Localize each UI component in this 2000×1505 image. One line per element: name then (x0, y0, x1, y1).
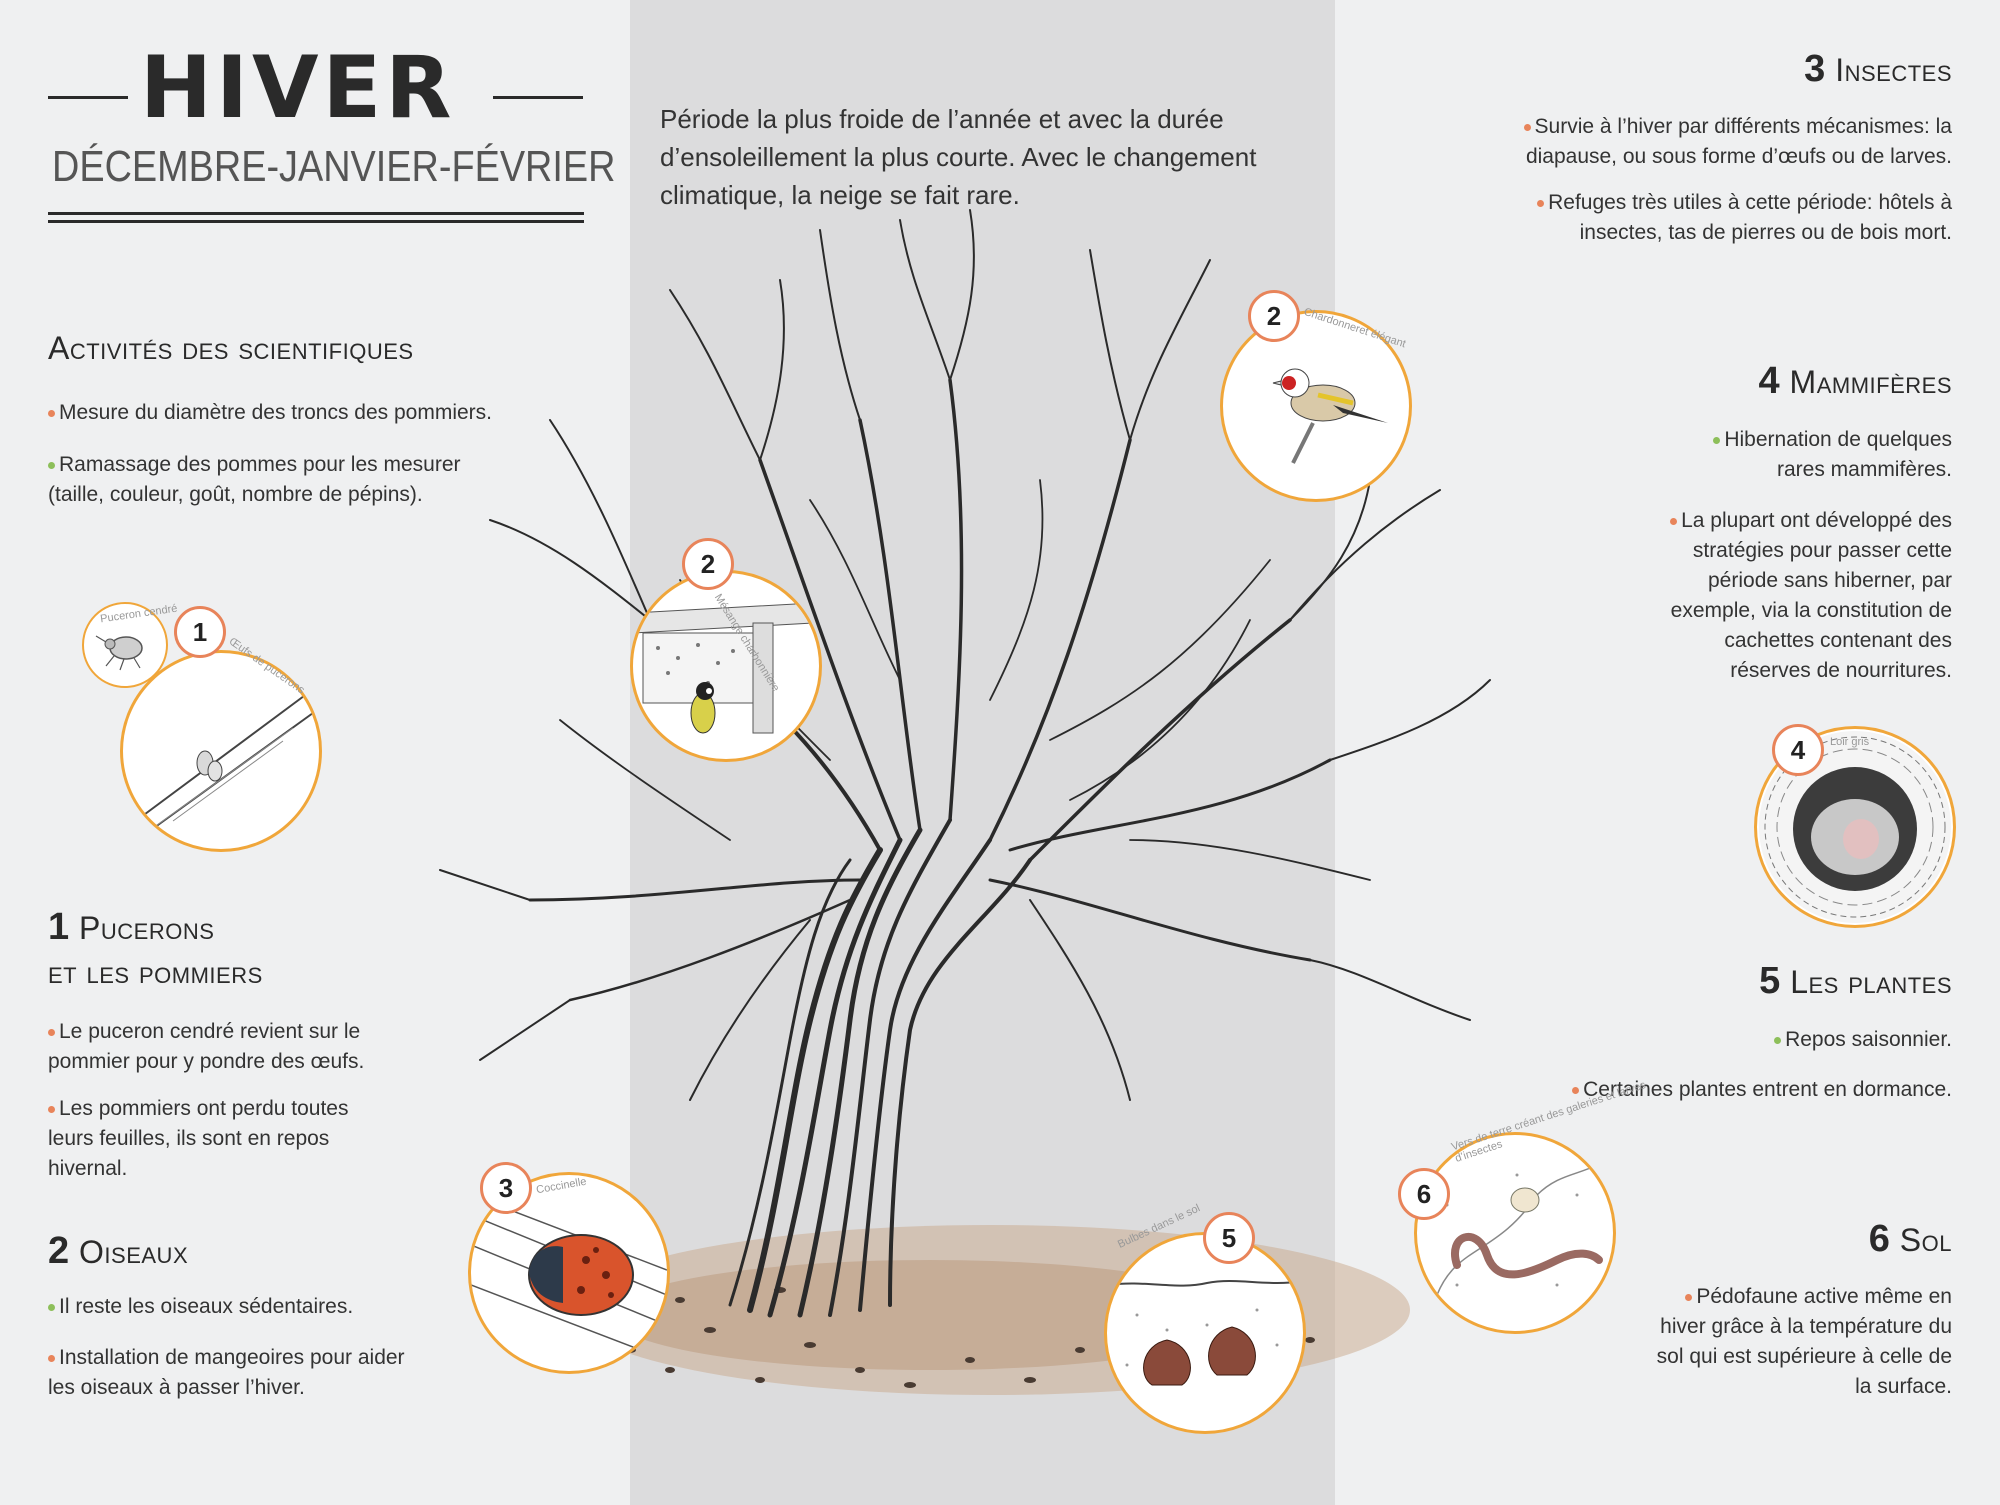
heading-sol: 6 Sol (1869, 1218, 1952, 1261)
badge-3: 3 (480, 1162, 532, 1214)
branch-with-eggs-icon (132, 692, 314, 844)
heading-pucerons-text-2: et les pommiers (48, 954, 263, 990)
plantes-item-1-text: Repos saisonnier. (1785, 1028, 1952, 1051)
pucerons-item-2-text: Les pommiers ont perdu toutes leurs feui… (48, 1097, 349, 1180)
bullet-dot (48, 461, 55, 469)
title-rule-right (493, 96, 583, 99)
vignette-mesange (630, 570, 822, 762)
plantes-item-2-text: Certaines plantes entrent en dormance. (1583, 1078, 1952, 1101)
bullet-dot (48, 409, 55, 417)
page-title: HIVER (140, 38, 456, 138)
badge-1: 1 (174, 606, 226, 658)
ladybug-icon (471, 1194, 667, 1361)
sol-item-1: Pédofaune active même en hiver grâce à l… (1642, 1282, 1952, 1402)
heading-oiseaux: 2 Oiseaux (48, 1230, 188, 1273)
heading-sol-text: Sol (1899, 1222, 1952, 1258)
bullet-dot (1774, 1036, 1782, 1044)
insectes-item-2: Refuges très utiles à cette période: hôt… (1532, 188, 1952, 248)
heading-number: 2 (48, 1230, 70, 1272)
heading-pucerons-text-1: Pucerons (79, 910, 215, 946)
heading-number: 1 (48, 906, 70, 948)
plantes-item-1: Repos saisonnier. (1652, 1025, 1952, 1055)
heading-number: 4 (1758, 360, 1781, 402)
insectes-item-1: Survie à l’hiver par différents mécanism… (1512, 112, 1952, 172)
heading-mammiferes: 4 Mammifères (1759, 360, 1952, 403)
activites-item-1: Mesure du diamètre des troncs des pommie… (48, 398, 548, 428)
heading-activites: Activités des scientifiques (48, 330, 414, 367)
pucerons-item-2: Les pommiers ont perdu toutes leurs feui… (48, 1094, 388, 1184)
bullet-dot (48, 1028, 55, 1036)
double-rule (48, 212, 584, 223)
oiseaux-item-1: Il reste les oiseaux sédentaires. (48, 1292, 448, 1322)
bullet-dot (1685, 1293, 1693, 1301)
goldfinch-icon (1272, 368, 1388, 464)
vignette-bulbes (1104, 1232, 1306, 1434)
bullet-dot (48, 1105, 55, 1113)
heading-insectes-text: Insectes (1835, 52, 1952, 88)
activites-item-2: Ramassage des pommes pour les mesurer (t… (48, 450, 508, 510)
bullet-dot (1713, 436, 1721, 444)
bird-feeder-icon (633, 602, 814, 734)
activites-item-2-text: Ramassage des pommes pour les mesurer (t… (48, 453, 461, 506)
heading-number: 5 (1759, 960, 1781, 1002)
title-rule-left (48, 96, 128, 99)
earthworm-icon (1436, 1164, 1603, 1296)
bullet-dot (1670, 517, 1678, 525)
heading-number: 6 (1868, 1218, 1891, 1260)
badge-2a: 2 (682, 538, 734, 590)
bullet-dot (1523, 123, 1531, 131)
heading-pucerons: 1 Pucerons et les pommiers (48, 905, 263, 994)
bullet-dot (48, 1303, 55, 1311)
mammiferes-item-1-text: Hibernation de quelques rares mammifères… (1724, 428, 1952, 481)
mammiferes-item-2-text: La plupart ont développé des stratégies … (1670, 509, 1952, 682)
heading-mammiferes-text: Mammifères (1789, 364, 1952, 400)
pucerons-item-1-text: Le puceron cendré revient sur le pommier… (48, 1020, 365, 1073)
bulbs-icon (1107, 1280, 1303, 1386)
vignette-sol (1414, 1132, 1616, 1334)
season-months: DÉCEMBRE-JANVIER-FÉVRIER (52, 142, 616, 191)
vignette-oeufs-pucerons (120, 650, 322, 852)
oiseaux-item-2: Installation de mangeoires pour aider le… (48, 1343, 408, 1403)
bullet-dot (48, 1354, 55, 1362)
heading-activites-text: Activités des scientifiques (48, 330, 414, 366)
badge-6: 6 (1398, 1168, 1450, 1220)
heading-plantes-text: Les plantes (1790, 964, 1952, 1000)
insectes-item-1-text: Survie à l’hiver par différents mécanism… (1525, 115, 1952, 168)
sol-item-1-text: Pédofaune active même en hiver grâce à l… (1656, 1285, 1952, 1398)
badge-2b: 2 (1248, 290, 1300, 342)
badge-4: 4 (1772, 724, 1824, 776)
oiseaux-item-2-text: Installation de mangeoires pour aider le… (48, 1346, 405, 1399)
dormouse-icon (1759, 731, 1951, 923)
heading-insectes: 3 Insectes (1804, 48, 1952, 91)
bullet-dot (1537, 199, 1545, 207)
oiseaux-item-1-text: Il reste les oiseaux sédentaires. (59, 1295, 354, 1318)
heading-plantes: 5 Les plantes (1759, 960, 1952, 1003)
bullet-dot (1572, 1086, 1580, 1094)
vignette-chardonneret (1220, 310, 1412, 502)
intro-text: Période la plus froide de l’année et ave… (660, 104, 1257, 210)
heading-number: 3 (1804, 48, 1826, 90)
pucerons-item-1: Le puceron cendré revient sur le pommier… (48, 1017, 428, 1077)
heading-oiseaux-text: Oiseaux (79, 1234, 189, 1270)
badge-5: 5 (1203, 1212, 1255, 1264)
mammiferes-item-1: Hibernation de quelques rares mammifères… (1692, 425, 1952, 485)
activites-item-1-text: Mesure du diamètre des troncs des pommie… (59, 401, 493, 424)
plantes-item-2: Certaines plantes entrent en dormance. (1532, 1075, 1952, 1105)
aphid-icon (95, 635, 143, 671)
caption-loir: Loir gris (1830, 736, 1870, 748)
vignette-puceron-small (82, 602, 168, 688)
insectes-item-2-text: Refuges très utiles à cette période: hôt… (1548, 191, 1952, 244)
mammiferes-item-2: La plupart ont développé des stratégies … (1662, 506, 1952, 686)
vignette-loir (1754, 726, 1956, 928)
